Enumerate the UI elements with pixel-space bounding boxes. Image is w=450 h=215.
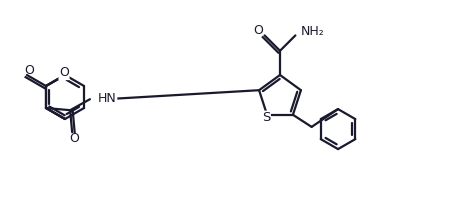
Text: O: O	[59, 66, 69, 80]
Text: S: S	[262, 111, 270, 124]
Text: O: O	[254, 24, 264, 37]
Text: HN: HN	[98, 92, 117, 105]
Text: NH₂: NH₂	[301, 25, 324, 38]
Text: O: O	[24, 63, 34, 77]
Text: O: O	[69, 132, 79, 145]
